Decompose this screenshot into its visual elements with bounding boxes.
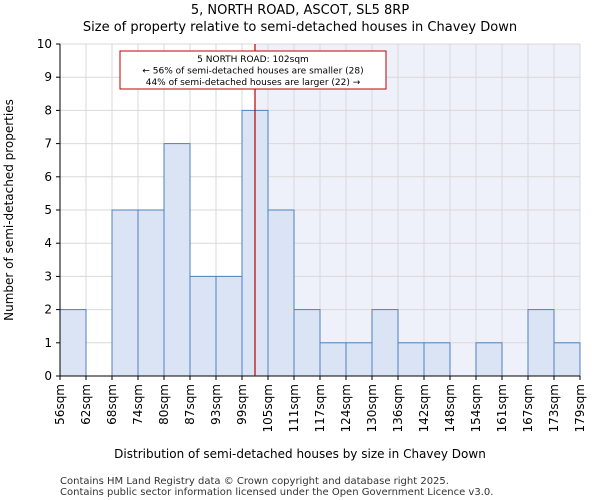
bar <box>475 342 503 377</box>
y-tick-label: 4 <box>44 236 52 250</box>
bar <box>553 342 581 377</box>
bar <box>163 143 191 377</box>
x-tick-label: 105sqm <box>261 384 275 432</box>
x-tick-label: 87sqm <box>183 384 197 425</box>
y-tick-label: 1 <box>44 336 52 350</box>
bar <box>371 309 399 377</box>
x-tick-label: 68sqm <box>105 384 119 425</box>
y-axis-label: Number of semi-detached properties <box>2 99 16 321</box>
chart-title: 5, NORTH ROAD, ASCOT, SL5 8RP <box>191 3 409 18</box>
y-tick-label: 7 <box>44 137 52 151</box>
x-axis-label: Distribution of semi-detached houses by … <box>114 447 486 461</box>
bar <box>293 309 321 377</box>
x-tick-label: 111sqm <box>287 384 301 432</box>
x-tick-label: 62sqm <box>79 384 93 425</box>
bar <box>319 342 347 377</box>
x-tick-label: 130sqm <box>365 384 379 432</box>
bar <box>189 275 217 377</box>
y-tick-label: 0 <box>44 369 52 383</box>
bar <box>111 209 139 377</box>
x-tick-label: 148sqm <box>443 384 457 432</box>
bar <box>59 309 87 377</box>
y-tick-label: 8 <box>44 103 52 117</box>
bar <box>397 342 425 377</box>
x-tick-label: 99sqm <box>235 384 249 425</box>
bar <box>215 275 243 377</box>
x-tick-label: 124sqm <box>339 384 353 432</box>
bar <box>527 309 555 377</box>
x-tick-label: 154sqm <box>469 384 483 432</box>
x-tick-label: 142sqm <box>417 384 431 432</box>
x-tick-label: 56sqm <box>53 384 67 425</box>
chart-subtitle: Size of property relative to semi-detach… <box>83 20 517 35</box>
x-tick-label: 80sqm <box>157 384 171 425</box>
bar <box>267 209 295 377</box>
x-tick-label: 93sqm <box>209 384 223 425</box>
y-tick-label: 3 <box>44 269 52 283</box>
annotation-text: 44% of semi-detached houses are larger (… <box>146 78 361 88</box>
footer-line-1: Contains HM Land Registry data © Crown c… <box>60 476 449 487</box>
annotation-box <box>119 50 387 90</box>
bar <box>345 342 373 377</box>
y-tick-label: 5 <box>44 203 52 217</box>
x-tick-label: 173sqm <box>547 384 561 432</box>
x-tick-label: 136sqm <box>391 384 405 432</box>
y-tick-label: 6 <box>44 170 52 184</box>
x-tick-label: 74sqm <box>131 384 145 425</box>
plot-area: 0 1 2 3 4 5 6 7 8 9 10 56sqm 62sqm 68sqm 74sqm 80sqm 87s… <box>37 37 587 432</box>
bar <box>423 342 451 377</box>
x-tick-label: 161sqm <box>495 384 509 432</box>
x-tick-label: 117sqm <box>313 384 327 432</box>
annotation-text: 5 NORTH ROAD: 102sqm <box>197 55 309 65</box>
y-tick-label: 2 <box>44 303 52 317</box>
y-tick-label: 9 <box>44 70 52 84</box>
bar <box>137 209 165 377</box>
annotation-text: ← 56% of semi-detached houses are smalle… <box>142 67 363 77</box>
x-tick-label: 167sqm <box>521 384 535 432</box>
y-tick-label: 10 <box>37 37 52 51</box>
x-tick-label: 179sqm <box>573 384 587 432</box>
footer-line-2: Contains public sector information licen… <box>60 487 493 498</box>
